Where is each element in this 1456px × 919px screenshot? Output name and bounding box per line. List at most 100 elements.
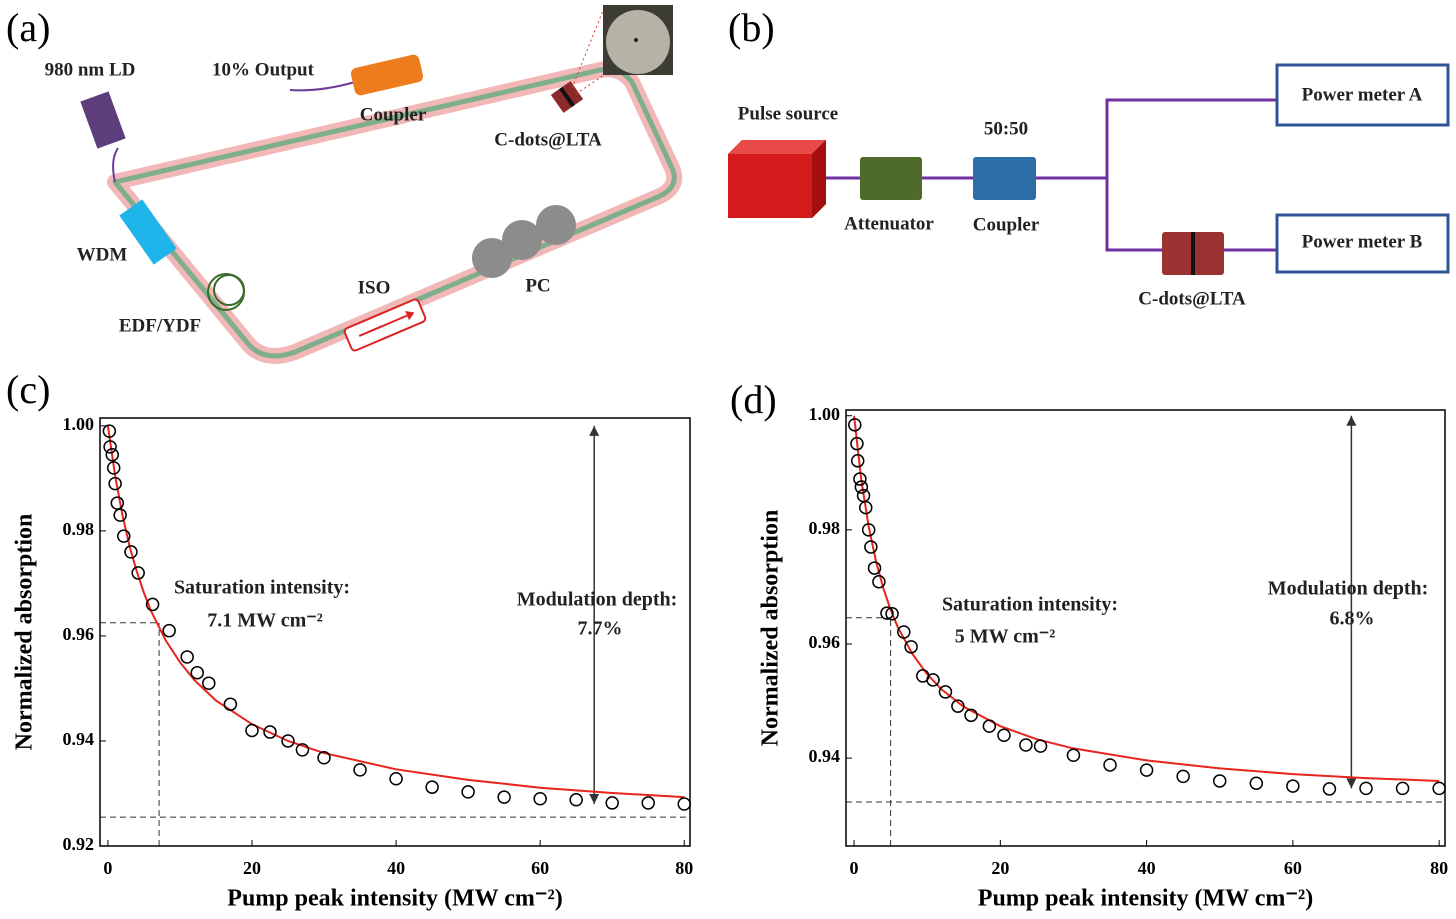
power-meter: [1275, 213, 1450, 274]
annotation: Modulation depth:: [517, 589, 678, 611]
isolator-arrowhead: [405, 311, 415, 321]
x-tick-label: 60: [531, 858, 549, 878]
pulse-source-top: [728, 140, 826, 154]
panel-label: (b): [728, 5, 775, 50]
ring-laser: 980 nm LD 10% Output Coupler C-dots@LTA …: [45, 5, 683, 364]
data-point: [858, 500, 873, 515]
data-point: [897, 625, 911, 639]
data-point: [1019, 738, 1033, 752]
y-tick-label: 0.94: [63, 729, 95, 749]
pulse-source-side: [812, 140, 826, 218]
component-label: Attenuator: [844, 213, 934, 234]
y-tick-label: 0.92: [63, 834, 95, 854]
component-label: Pulse source: [738, 103, 838, 124]
x-tick-label: 0: [850, 858, 859, 878]
data-point: [145, 597, 160, 612]
x-tick-label: 20: [991, 858, 1009, 878]
data-point: [848, 418, 862, 432]
data-point: [938, 685, 953, 699]
data-point: [108, 476, 122, 491]
isolator-arrow: [358, 314, 408, 337]
data-point: [850, 436, 864, 451]
y-tick-label: 0.98: [809, 518, 841, 538]
fiber: [112, 147, 119, 183]
x-tick-label: 20: [243, 858, 261, 878]
attenuator: [860, 157, 922, 200]
data-point: [263, 725, 277, 739]
data-point: [926, 673, 940, 687]
data-point: [1212, 774, 1227, 788]
data-point: [605, 796, 619, 810]
data-point: [1432, 781, 1446, 796]
data-point: [131, 566, 145, 580]
data-point: [1103, 758, 1117, 772]
data-point: [1139, 763, 1154, 777]
data-point: [854, 480, 869, 494]
data-point: [113, 508, 127, 522]
data-point: [1249, 776, 1264, 790]
sample-core: [559, 86, 575, 108]
component-label: ISO: [358, 277, 391, 298]
data-point: [295, 743, 310, 757]
coupler: [350, 54, 424, 96]
power-meter: [1275, 63, 1450, 127]
data-point: [110, 496, 125, 510]
data-point: [880, 606, 894, 620]
data-point: [872, 575, 886, 589]
inset-disc: [606, 10, 670, 74]
y-tick-label: 0.96: [63, 624, 95, 644]
data-point: [497, 790, 511, 804]
data-point: [864, 540, 878, 554]
plot-frame: [845, 409, 1446, 847]
annotation: 7.1 MW cm⁻²: [207, 610, 323, 632]
data-point: [1359, 781, 1373, 796]
annotation: 7.7%: [578, 618, 623, 640]
data-point: [190, 665, 205, 680]
x-tick-label: 80: [675, 858, 693, 878]
data-point: [1395, 781, 1410, 796]
arrowhead: [589, 425, 600, 436]
sample-core: [1191, 232, 1195, 275]
data-point: [106, 461, 121, 475]
y-axis-label: Normalized absorption: [758, 510, 784, 747]
component-label: 10% Output: [212, 59, 315, 80]
data-point: [569, 793, 583, 807]
x-tick-label: 0: [103, 858, 112, 878]
zoom-line: [571, 7, 605, 89]
x-tick-label: 40: [1138, 858, 1156, 878]
data-point: [353, 763, 367, 777]
data-point: [162, 623, 176, 638]
component-label: C-dots@LTA: [1138, 288, 1246, 309]
data-point: [997, 728, 1011, 743]
data-point: [281, 734, 295, 748]
y-tick-label: 0.96: [809, 632, 841, 652]
zoom-line: [575, 74, 605, 95]
data-point: [1286, 779, 1300, 793]
fiber: [1105, 98, 1277, 252]
pulse-source: [728, 140, 826, 218]
data-point: [103, 440, 117, 454]
data-point: [1033, 739, 1048, 753]
data-point: [982, 719, 997, 733]
component-label: Power meter B: [1302, 231, 1423, 252]
plot-frame: [99, 417, 691, 847]
data-point: [677, 797, 691, 811]
panel-label: (c): [6, 367, 50, 412]
data-point: [461, 785, 475, 799]
measurement-setup: Pulse source Attenuator 50:50 Coupler Po…: [728, 63, 1450, 309]
component-label: EDF/YDF: [119, 315, 201, 336]
pc-paddle: [472, 238, 512, 278]
x-tick-label: 80: [1430, 858, 1448, 878]
x-axis-label: Pump peak intensity (MW cm⁻²): [978, 886, 1313, 912]
isolator: [343, 298, 427, 352]
annotation: Saturation intensity:: [174, 577, 350, 599]
annotation: Saturation intensity:: [942, 594, 1118, 616]
arrowhead: [1346, 415, 1357, 426]
data-point: [102, 424, 117, 438]
fiber-coil: [213, 274, 245, 306]
x-tick-label: 60: [1284, 858, 1302, 878]
data-point: [202, 676, 216, 690]
x-axis-label: Pump peak intensity (MW cm⁻²): [227, 886, 562, 912]
fit-line: [106, 425, 685, 799]
